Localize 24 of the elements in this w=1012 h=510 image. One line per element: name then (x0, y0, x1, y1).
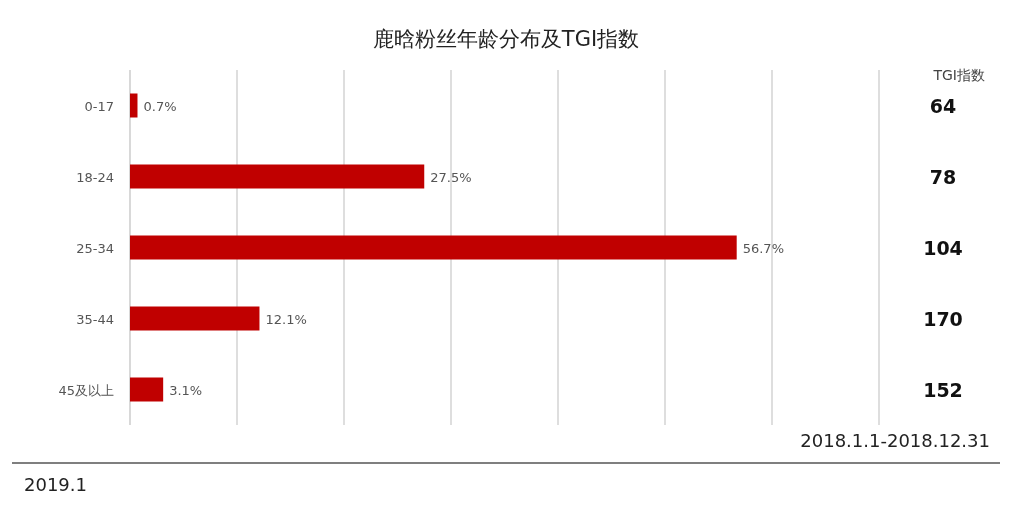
data-label: 0.7% (143, 98, 177, 114)
text: 64 (929, 94, 957, 117)
text: 170 (923, 307, 963, 330)
y-tick-label: 18-24 (76, 169, 114, 185)
text: 2019.1 (24, 474, 87, 495)
y-tick-label: 45及以上 (58, 382, 114, 398)
bar (130, 93, 138, 118)
text: 2018.1.1-2018.12.31 (800, 430, 990, 451)
data-label: 27.5% (430, 169, 472, 185)
bar (130, 377, 164, 402)
chart-title: 鹿晗粉丝年龄分布及TGI指数 (372, 27, 640, 51)
text: 152 (923, 378, 963, 401)
bar (130, 306, 260, 331)
text: TGI指数 (932, 67, 985, 83)
text: 78 (929, 165, 957, 188)
text: 104 (923, 236, 963, 259)
y-tick-label: 35-44 (76, 311, 114, 327)
data-label: 56.7% (742, 240, 784, 256)
y-tick-label: 0-17 (84, 98, 114, 114)
data-label: 12.1% (265, 311, 307, 327)
bar (130, 235, 737, 260)
y-tick-label: 25-34 (76, 240, 114, 256)
bar (130, 164, 425, 189)
data-label: 3.1% (169, 382, 203, 398)
